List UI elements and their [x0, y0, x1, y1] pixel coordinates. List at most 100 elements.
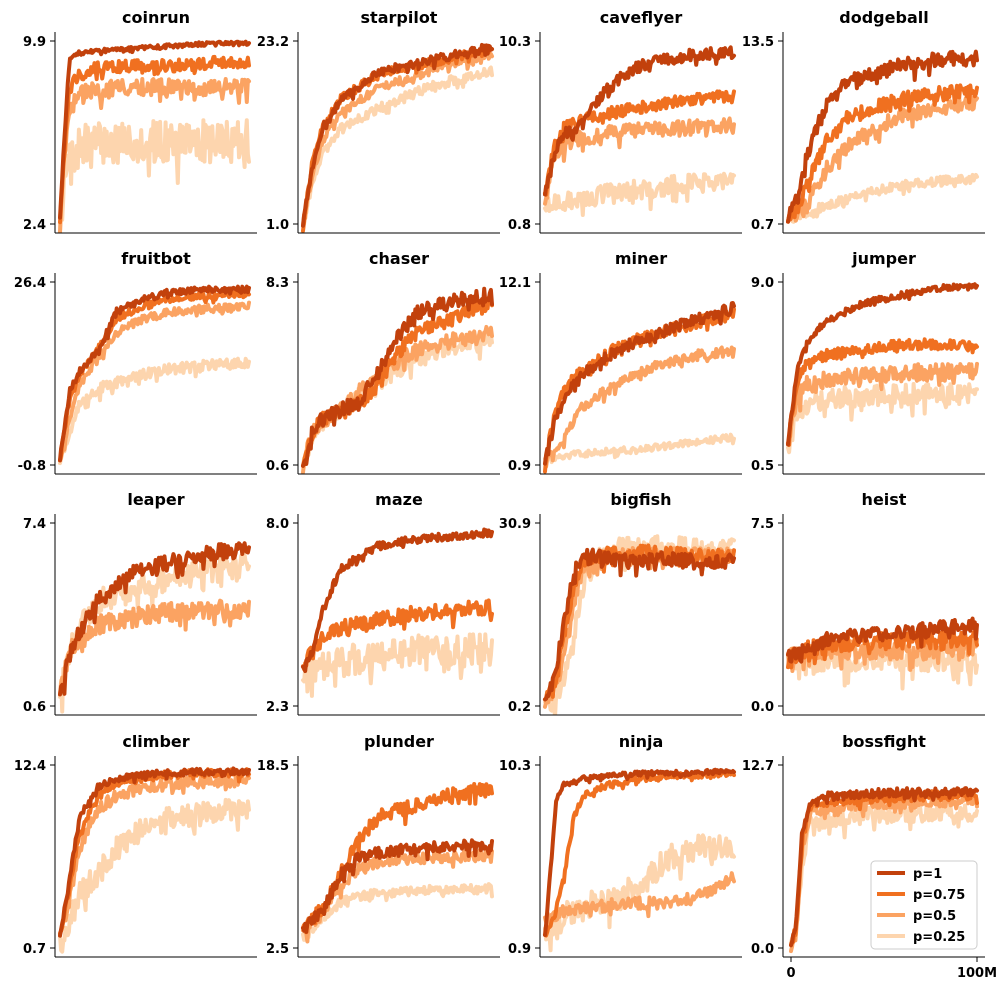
series-group: [786, 616, 979, 691]
panel-title: dodgeball: [839, 8, 928, 27]
y-tick-label: 23.2: [257, 35, 289, 50]
panel-leaper: leaper 7.4 0.6: [23, 490, 257, 716]
series-line-p=0.25: [301, 882, 494, 942]
series-line-p=0.5: [786, 94, 979, 224]
series-line-p=1: [789, 786, 979, 948]
panel-title: plunder: [364, 732, 434, 751]
series-group: [786, 49, 979, 224]
panel-maze: maze 8.0 2.3: [266, 490, 500, 716]
series-group: [58, 541, 251, 714]
series-line-p=1: [58, 766, 251, 938]
panel-title: coinrun: [122, 8, 190, 27]
y-tick-label: 12.4: [14, 759, 46, 774]
series-line-p=0.75: [301, 295, 494, 468]
series-group: [543, 45, 736, 217]
series-group: [301, 286, 494, 474]
series-line-p=0.25: [58, 356, 251, 466]
y-tick-label: 9.9: [23, 35, 46, 50]
legend-label: p=0.5: [913, 909, 956, 924]
y-tick-label: 0.0: [751, 700, 774, 715]
series-line-p=0.5: [58, 772, 251, 935]
series-group: [543, 767, 736, 953]
series-line-p=1: [543, 45, 736, 197]
y-tick-label: 12.7: [742, 759, 774, 774]
legend: p=1 p=0.75 p=0.5 p=0.25: [870, 860, 978, 950]
series-line-p=0.5: [543, 871, 736, 928]
series-line-p=0.25: [786, 382, 979, 455]
y-tick-label: 0.6: [23, 700, 46, 715]
panel-title: starpilot: [361, 8, 438, 27]
panel-title: heist: [862, 490, 907, 509]
y-tick-label: 18.5: [257, 759, 289, 774]
series-line-p=0.25: [58, 797, 251, 954]
y-tick-label: 0.6: [266, 459, 289, 474]
panel-title: jumper: [851, 249, 916, 268]
series-line-p=1: [58, 541, 251, 697]
series-group: [301, 42, 494, 233]
series-line-p=1: [301, 286, 494, 468]
series-line-p=0.5: [543, 345, 736, 469]
panel-title: caveflyer: [600, 8, 683, 27]
panel-title: ninja: [619, 732, 664, 751]
series-line-p=1: [786, 282, 979, 447]
series-line-p=0.25: [543, 171, 736, 217]
panel-miner: miner 12.1 0.9: [499, 249, 742, 475]
series-group: [301, 782, 494, 944]
y-tick-label: 0.7: [23, 942, 46, 957]
series-line-p=0.75: [543, 543, 736, 702]
series-line-p=0.75: [786, 337, 979, 447]
x-tick-label: 100M: [957, 966, 997, 981]
panel-bossfight: bossfight 12.7 0.0 0 100M p=1 p=0.75 p=0.5 p=0.2…: [742, 732, 997, 981]
panel-jumper: jumper 9.0 0.5: [751, 249, 985, 475]
y-tick-label: 7.5: [751, 517, 774, 532]
series-group: [58, 39, 251, 233]
series-line-p=0.5: [543, 546, 736, 709]
y-tick-label: 10.3: [499, 35, 531, 50]
series-line-p=1: [58, 39, 251, 220]
series-line-p=0.25: [301, 65, 494, 229]
series-line-p=1: [543, 301, 736, 466]
y-tick-label: 0.2: [508, 700, 531, 715]
x-tick-label: 0: [786, 966, 795, 981]
y-tick-label: 0.0: [751, 942, 774, 957]
panel-title: miner: [615, 249, 667, 268]
y-tick-label: 0.8: [508, 218, 531, 233]
y-tick-label: 13.5: [742, 35, 774, 50]
panel-title: climber: [122, 732, 189, 751]
series-line-p=0.5: [543, 116, 736, 206]
series-line-p=1: [58, 284, 251, 463]
series-line-p=0.25: [786, 172, 979, 224]
panel-ninja: ninja 10.3 0.9: [499, 732, 742, 958]
y-tick-label: 8.3: [266, 276, 289, 291]
y-tick-label: 0.9: [508, 942, 531, 957]
series-line-p=0.25: [301, 632, 494, 698]
series-line-p=0.75: [58, 54, 251, 225]
y-tick-label: -0.8: [18, 459, 46, 474]
y-tick-label: 7.4: [23, 517, 46, 532]
series-group: [543, 534, 736, 715]
series-line-p=0.75: [786, 83, 979, 224]
panel-caveflyer: caveflyer 10.3 0.8: [499, 8, 742, 234]
y-tick-label: 0.9: [508, 459, 531, 474]
series-line-p=1: [301, 527, 494, 673]
y-tick-label: 2.4: [23, 218, 46, 233]
panel-chaser: chaser 8.3 0.6: [266, 249, 500, 475]
panel-coinrun: coinrun 9.9 2.4: [23, 8, 257, 234]
panel-title: maze: [375, 490, 423, 509]
y-tick-label: 12.1: [499, 276, 531, 291]
y-tick-label: 30.9: [499, 517, 531, 532]
series-line-p=0.5: [58, 598, 251, 697]
series-group: [58, 284, 251, 466]
panel-fruitbot: fruitbot 26.4 -0.8: [14, 249, 257, 475]
y-tick-label: 9.0: [751, 276, 774, 291]
panel-plunder: plunder 18.5 2.5: [257, 732, 500, 958]
y-tick-label: 2.5: [266, 942, 289, 957]
series-line-p=0.5: [786, 361, 979, 446]
legend-box: [870, 860, 978, 950]
series-line-p=0.75: [789, 788, 979, 947]
series-line-p=0.25: [58, 118, 251, 233]
panel-title: fruitbot: [121, 249, 191, 268]
legend-label: p=0.25: [913, 930, 965, 945]
